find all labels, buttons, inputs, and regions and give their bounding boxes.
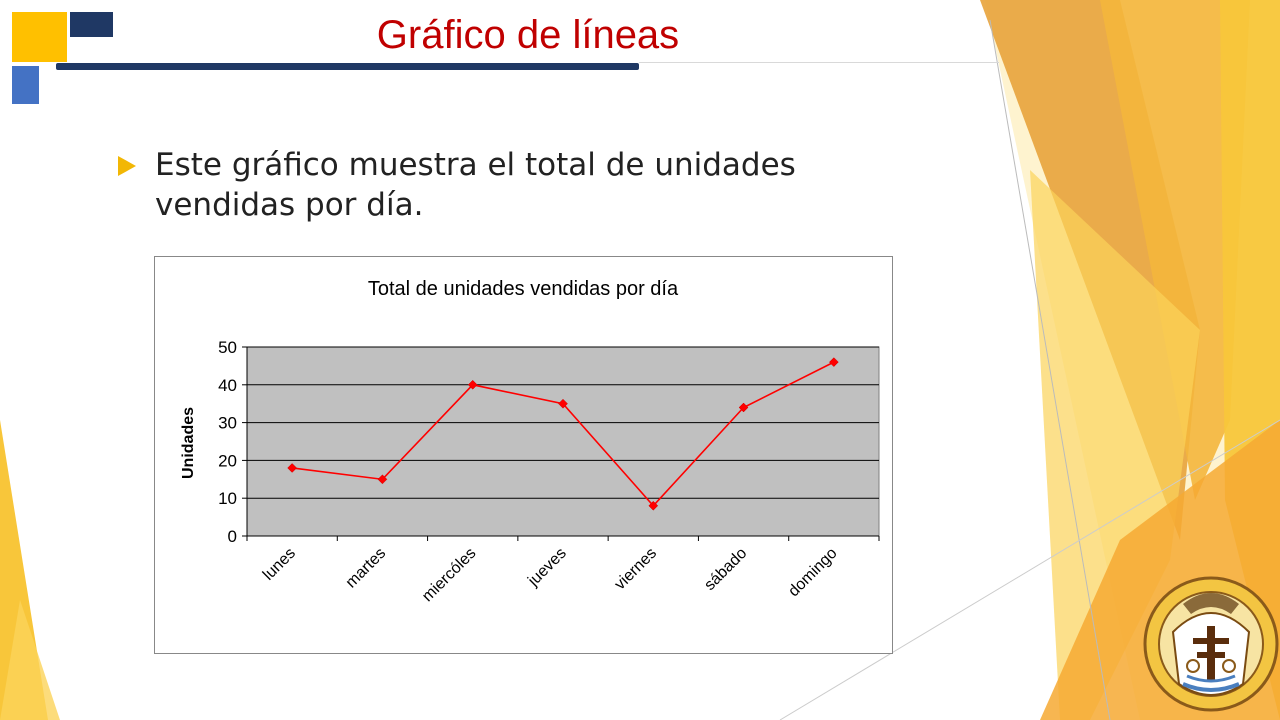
x-tick-label: miercóles <box>419 545 479 605</box>
data-point <box>377 474 388 485</box>
bullet-text: Este gráfico muestra el total de unidade… <box>155 147 796 223</box>
navy-square <box>70 12 113 37</box>
x-tick-label: viernes <box>612 545 660 593</box>
data-point <box>829 357 839 367</box>
line-chart: Total de unidades vendidas por día Unida… <box>180 278 880 605</box>
x-tick-label: domingo <box>785 545 840 600</box>
y-tick-label: 10 <box>218 489 237 508</box>
data-point <box>287 463 297 473</box>
chart-container: Total de unidades vendidas por día Unida… <box>154 256 893 654</box>
title-thin-line <box>639 62 999 63</box>
data-point <box>467 379 478 390</box>
x-tick-label: lunes <box>260 545 299 584</box>
data-point <box>738 402 749 413</box>
data-point <box>558 398 568 409</box>
y-tick-label: 20 <box>218 451 237 470</box>
bullet-item: Este gráfico muestra el total de unidade… <box>118 145 918 225</box>
blue-square <box>12 66 39 104</box>
title-underline <box>56 63 639 70</box>
university-crest-icon <box>1143 576 1279 712</box>
y-axis-label: Unidades <box>180 407 197 479</box>
y-tick-label: 0 <box>228 527 237 546</box>
slide-title: Gráfico de líneas <box>376 13 680 57</box>
x-tick-label: jueves <box>524 545 569 590</box>
data-point <box>648 500 659 511</box>
x-tick-label: martes <box>343 545 390 592</box>
yellow-square <box>12 12 67 62</box>
y-tick-label: 40 <box>218 376 237 395</box>
plot-area <box>246 346 880 537</box>
chart-title: Total de unidades vendidas por día <box>368 278 679 300</box>
y-tick-label: 30 <box>218 414 237 433</box>
y-tick-label: 50 <box>218 338 237 357</box>
x-tick-label: sábado <box>701 545 750 594</box>
triangle-arrow-right-icon <box>118 156 136 176</box>
